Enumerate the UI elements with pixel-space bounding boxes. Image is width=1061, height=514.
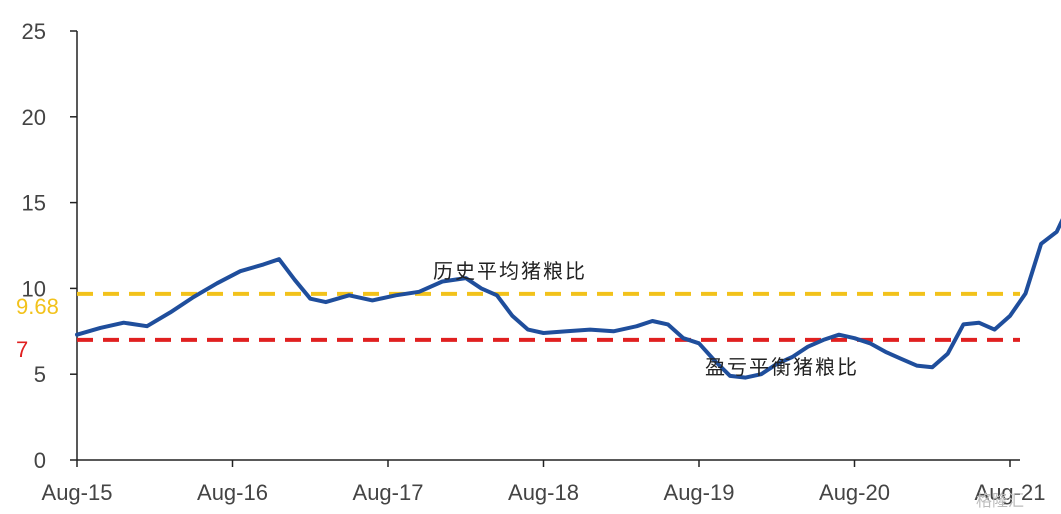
x-tick-label: Aug-20 <box>819 480 890 505</box>
series-layer <box>75 218 1061 380</box>
annotation-breakeven: 盈亏平衡猪粮比 <box>705 355 859 379</box>
pig-grain-ratio-line <box>75 218 1061 380</box>
y-tick-label: 10 <box>22 276 46 301</box>
breakeven-value-label: 7 <box>16 337 28 362</box>
x-tick-label: Aug-21 <box>975 480 1046 505</box>
y-tick-label: 0 <box>34 448 46 473</box>
annotation-historical-average: 历史平均猪粮比 <box>433 259 587 283</box>
y-tick-label: 5 <box>34 362 46 387</box>
x-tick-label: Aug-16 <box>197 480 268 505</box>
x-tick-label: Aug-18 <box>508 480 579 505</box>
y-tick-label: 20 <box>22 105 46 130</box>
x-tick-label: Aug-15 <box>42 480 113 505</box>
x-tick-label: Aug-17 <box>353 480 424 505</box>
y-tick-label: 15 <box>22 191 46 216</box>
x-tick-label: Aug-19 <box>664 480 735 505</box>
historical-average-value-label: 9.68 <box>16 294 59 319</box>
axes <box>70 30 1020 467</box>
y-tick-label: 25 <box>22 19 46 44</box>
labels-layer: 0 5 10 15 20 25 Aug-15 Aug-16 Aug-17 Aug-18 Aug-19… <box>16 19 1045 505</box>
watermark: 格隆汇 <box>976 492 1024 510</box>
